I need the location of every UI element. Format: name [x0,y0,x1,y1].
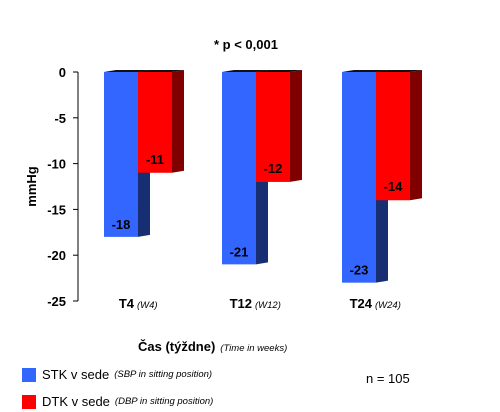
significance-annotation: * p < 0,001 [214,37,278,52]
bar-dtk-T4 [138,72,172,173]
x-tick-label: T24 [350,296,373,311]
bar-dtk-T24 [376,72,410,201]
bar-top-0-2 [342,70,388,72]
x-tick-sublabel: (W12) [255,300,281,311]
legend-label-stk: STK v sede [42,367,110,382]
bar-stk-T12 [222,72,256,265]
bar-stk-T24 [342,72,376,283]
data-label: -11 [146,152,164,167]
x-tick-label: T12 [230,296,252,311]
y-tick-label: -25 [47,294,66,309]
bar-top-0-0 [104,70,150,72]
bar-dtk-T12 [256,72,290,182]
x-tick-sublabel: (W4) [137,300,158,311]
bar-side-1-0 [172,70,184,173]
y-tick-label: -10 [47,157,66,172]
data-label: -18 [112,217,131,232]
bar-top-1-0 [138,70,184,72]
bar-top-1-2 [376,70,422,72]
legend-swatch-stk [22,367,36,382]
data-label: -23 [350,263,369,278]
legend-label-dtk: DTK v sede [42,394,110,409]
legend-sub-dtk: (DBP in sitting position) [114,396,214,407]
data-label: -12 [264,161,283,176]
legend-swatch-dtk [22,394,36,409]
x-tick-label: T4 [119,296,135,311]
x-axis-title-sub: (Time in weeks) [220,343,288,354]
legend-item-stk: STK v sede (SBP in sitting position) [22,367,212,382]
legend-sub-stk: (SBP in sitting position) [114,369,213,380]
bar-stk-T4 [104,72,138,237]
y-axis-title: mmHg [24,166,39,207]
data-label: -21 [230,244,249,259]
y-tick-label: -5 [54,111,66,126]
bar-side-1-2 [410,70,422,201]
y-tick-label: -20 [47,248,66,263]
x-axis-title-main: Čas (týždne) [138,339,216,354]
y-tick-label: 0 [59,65,66,80]
bar-top-0-1 [222,70,268,72]
legend-item-dtk: DTK v sede (DBP in sitting position) [22,394,213,409]
y-tick-label: -15 [47,202,66,217]
bar-side-1-1 [290,70,302,182]
x-axis-title: Čas (týždne) (Time in weeks) [138,339,287,354]
data-label: -14 [384,179,404,194]
bar-top-1-1 [256,70,302,72]
x-tick-sublabel: (W24) [375,300,401,311]
sample-size-note: n = 105 [366,371,410,386]
